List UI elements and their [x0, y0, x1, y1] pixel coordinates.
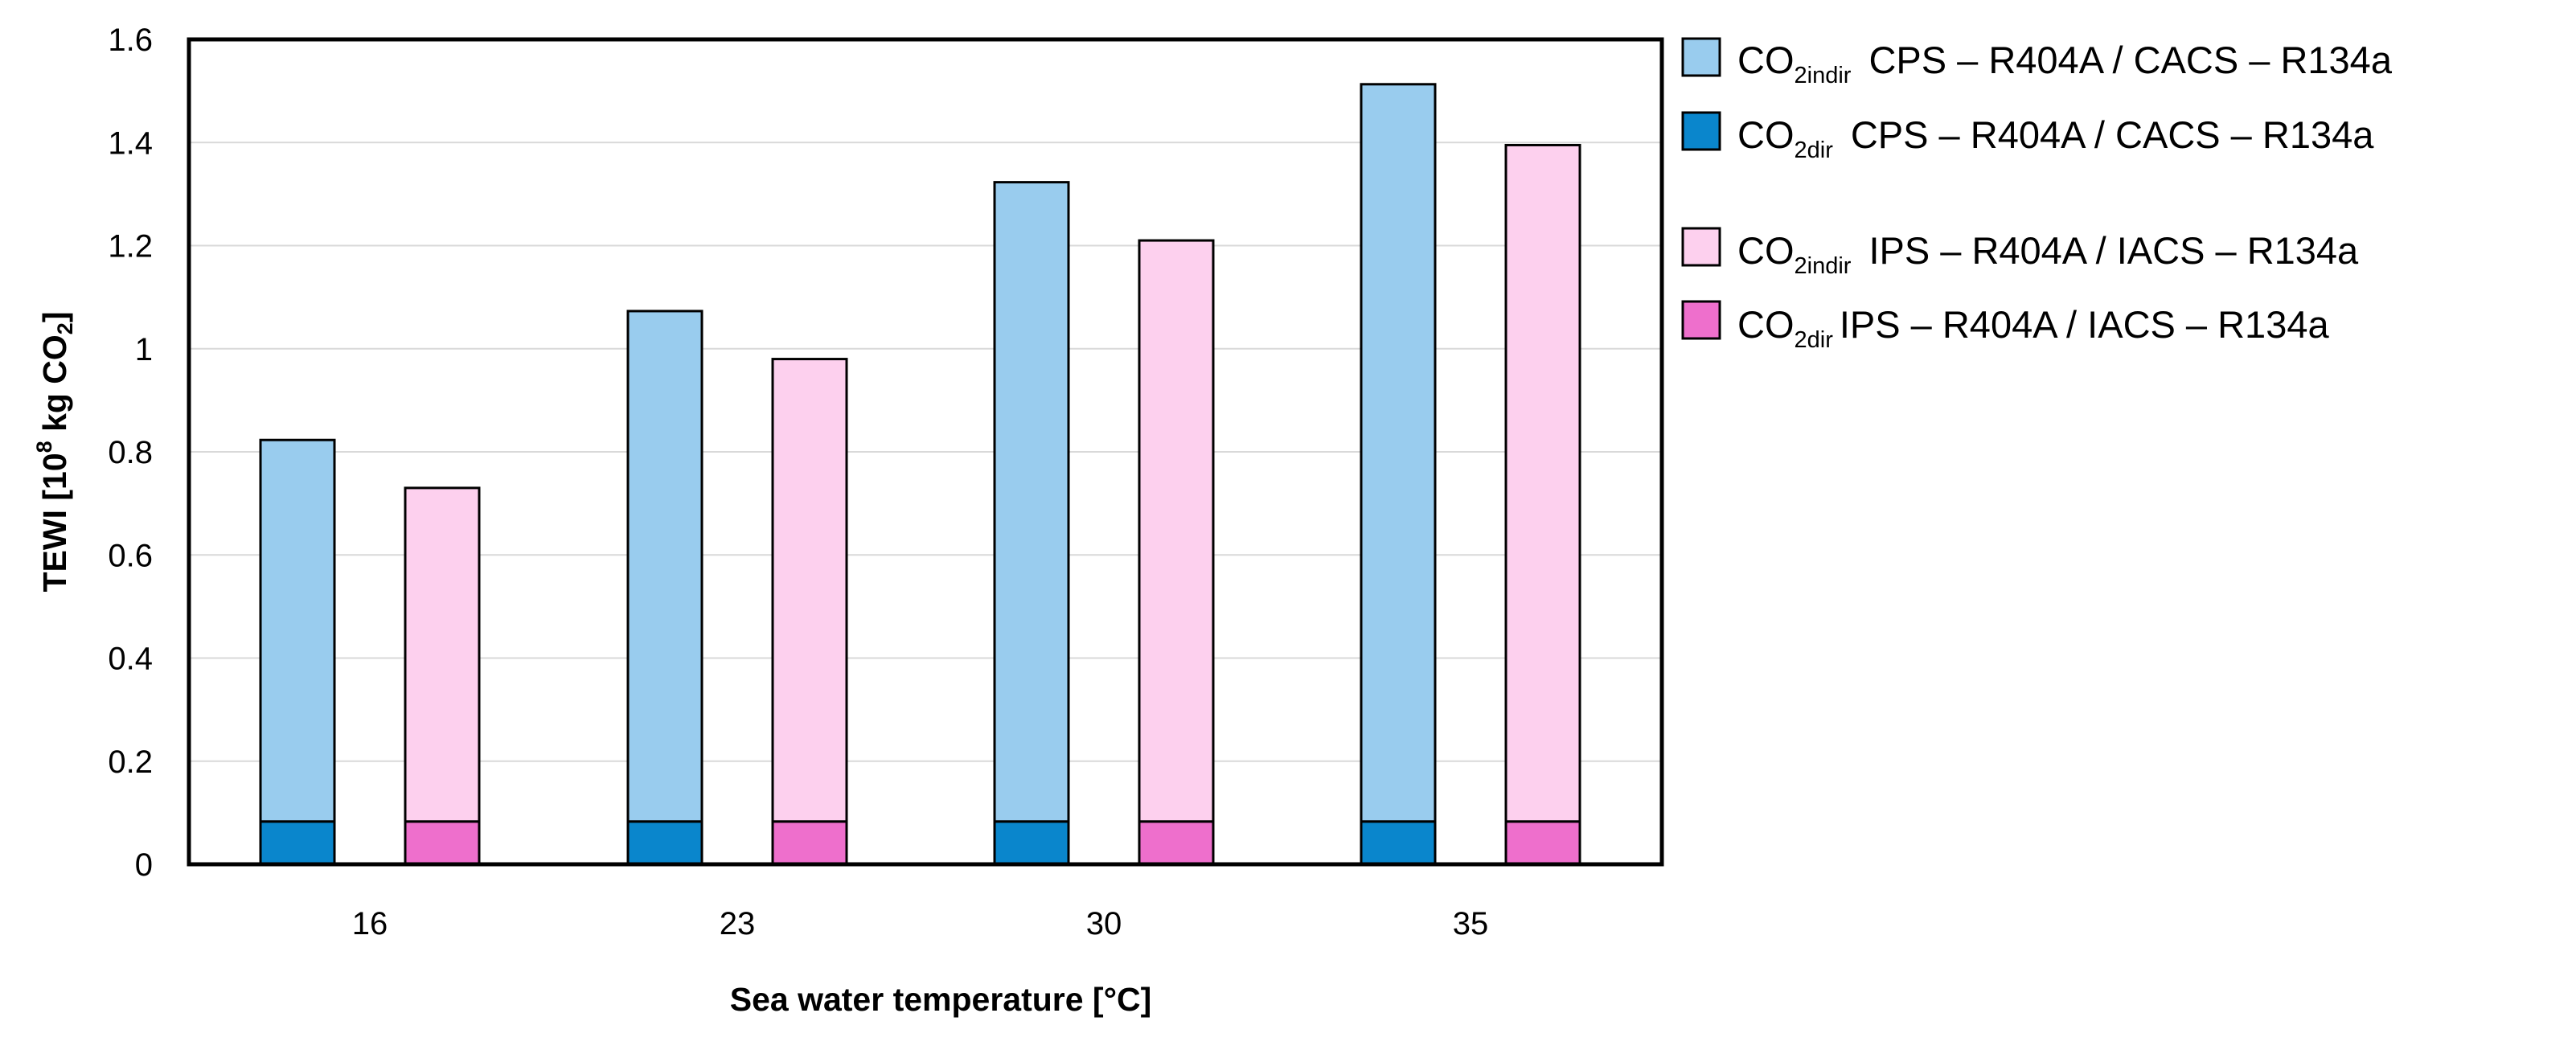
legend-label-cps-dir: CO2dir CPS – R404A / CACS – R134a: [1737, 113, 2374, 163]
bar-ips-indir-23: [771, 358, 848, 823]
x-tick-label: 16: [352, 906, 388, 941]
bar-cps-dir-35: [1360, 820, 1437, 866]
bar-cps-indir-35: [1360, 83, 1437, 823]
x-axis-title: Sea water temperature [°C]: [730, 981, 1152, 1018]
bar-ips-dir-35: [1504, 820, 1581, 866]
y-tick-label: 0.6: [108, 538, 153, 573]
y-tick-label: 0.4: [108, 642, 153, 677]
bar-cps-dir-30: [993, 820, 1070, 866]
legend-swatch-ips-dir: [1681, 300, 1721, 340]
bar-ips-dir-30: [1138, 820, 1215, 866]
bar-cps-dir-23: [626, 820, 703, 866]
legend-label-ips-indir: CO2indir IPS – R404A / IACS – R134a: [1737, 229, 2359, 279]
legend-item-ips-indir: CO2indir IPS – R404A / IACS – R134a: [1681, 227, 2359, 279]
legend-label-cps-indir: CO2indir CPS – R404A / CACS – R134a: [1737, 39, 2393, 88]
bar-ips-indir-30: [1138, 239, 1215, 823]
y-tick-label: 0: [135, 847, 153, 883]
y-tick-label: 1.4: [108, 125, 153, 161]
bar-cps-indir-23: [626, 310, 703, 823]
legend-label-ips-dir: CO2dir IPS – R404A / IACS – R134a: [1737, 303, 2329, 353]
x-tick-label: 23: [720, 906, 756, 941]
x-tick-label: 35: [1453, 906, 1489, 941]
y-axis-title-subscript: 2: [53, 322, 77, 334]
bar-ips-dir-23: [771, 820, 848, 866]
bar-cps-dir-16: [259, 820, 336, 866]
legend-swatch-cps-dir: [1681, 111, 1721, 151]
y-tick-label: 0.8: [108, 435, 153, 470]
y-axis-title-prefix: TEWI [10: [36, 453, 73, 592]
legend-item-cps-indir: CO2indir CPS – R404A / CACS – R134a: [1681, 37, 2393, 88]
bar-ips-indir-16: [404, 486, 481, 823]
y-tick-label: 0.2: [108, 744, 153, 780]
bar-cps-indir-30: [993, 181, 1070, 823]
legend-swatch-cps-indir: [1681, 37, 1721, 77]
y-tick-label: 1: [135, 332, 153, 367]
legend: CO2indir CPS – R404A / CACS – R134a CO2di…: [1681, 37, 2393, 353]
bars: [259, 83, 1581, 866]
bar-cps-indir-16: [259, 438, 336, 823]
legend-swatch-ips-indir: [1681, 227, 1721, 267]
plot-area-frame: [187, 37, 1664, 867]
bar-ips-indir-35: [1504, 143, 1581, 823]
y-tick-label: 1.2: [108, 229, 153, 265]
x-axis-ticks: 16 23 30 35: [352, 906, 1489, 941]
legend-item-ips-dir: CO2dir IPS – R404A / IACS – R134a: [1681, 300, 2329, 353]
bar-ips-dir-16: [404, 820, 481, 866]
y-axis-title-suffix: ]: [36, 312, 73, 323]
legend-item-cps-dir: CO2dir CPS – R404A / CACS – R134a: [1681, 111, 2374, 163]
y-axis-title-unit: kg CO: [36, 334, 73, 441]
x-tick-label: 30: [1086, 906, 1122, 941]
y-axis-title: TEWI [108 kg CO2]: [32, 312, 77, 593]
y-tick-label: 1.6: [108, 23, 153, 58]
y-axis-title-exponent: 8: [32, 441, 56, 453]
y-axis-ticks: 0 0.2 0.4 0.6 0.8 1 1.2 1.4 1.6: [108, 23, 153, 883]
